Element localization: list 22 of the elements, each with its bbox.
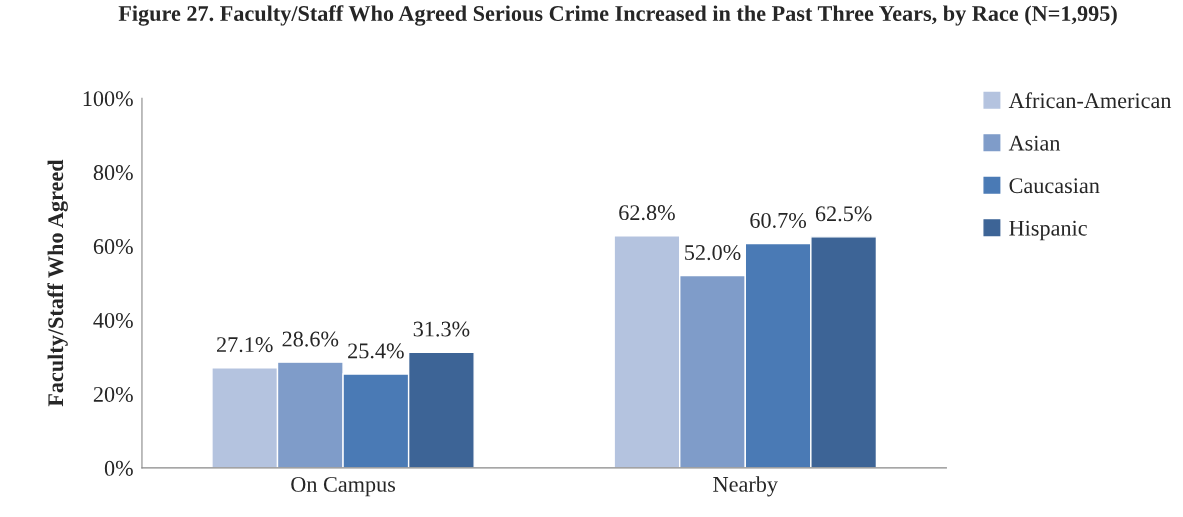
y-tick-label: 40% [93, 312, 133, 329]
data-label: 62.8% [619, 205, 675, 221]
data-label: 62.5% [815, 206, 872, 222]
data-label: 27.1% [217, 337, 273, 353]
x-tick-label: On Campus [291, 476, 396, 497]
legend-label: Caucasian [1009, 178, 1100, 194]
legend-label: African-American [1008, 92, 1172, 109]
y-axis-title: Faculty/Staff Who Agreed [47, 159, 68, 407]
x-tick-label: Nearby [713, 476, 778, 497]
data-label: 28.6% [282, 331, 339, 347]
data-label: 25.4% [348, 343, 404, 359]
y-tick-label: 60% [93, 239, 133, 255]
legend-label: Hispanic [1009, 220, 1087, 241]
chart-title: Figure 27. Faculty/Staff Who Agreed Serious Crime Increased in the Past Three Years, by Race (N=1,995) [118, 5, 1117, 26]
data-label: 52.0% [685, 245, 741, 261]
y-tick-label: 20% [93, 386, 133, 402]
data-label: 31.3% [413, 321, 470, 337]
y-tick-label: 80% [93, 165, 133, 181]
data-label: 60.7% [750, 212, 807, 228]
y-tick-label: 0% [104, 460, 133, 476]
legend-label: Asian [1008, 135, 1061, 151]
y-tick-label: 100% [83, 91, 133, 107]
